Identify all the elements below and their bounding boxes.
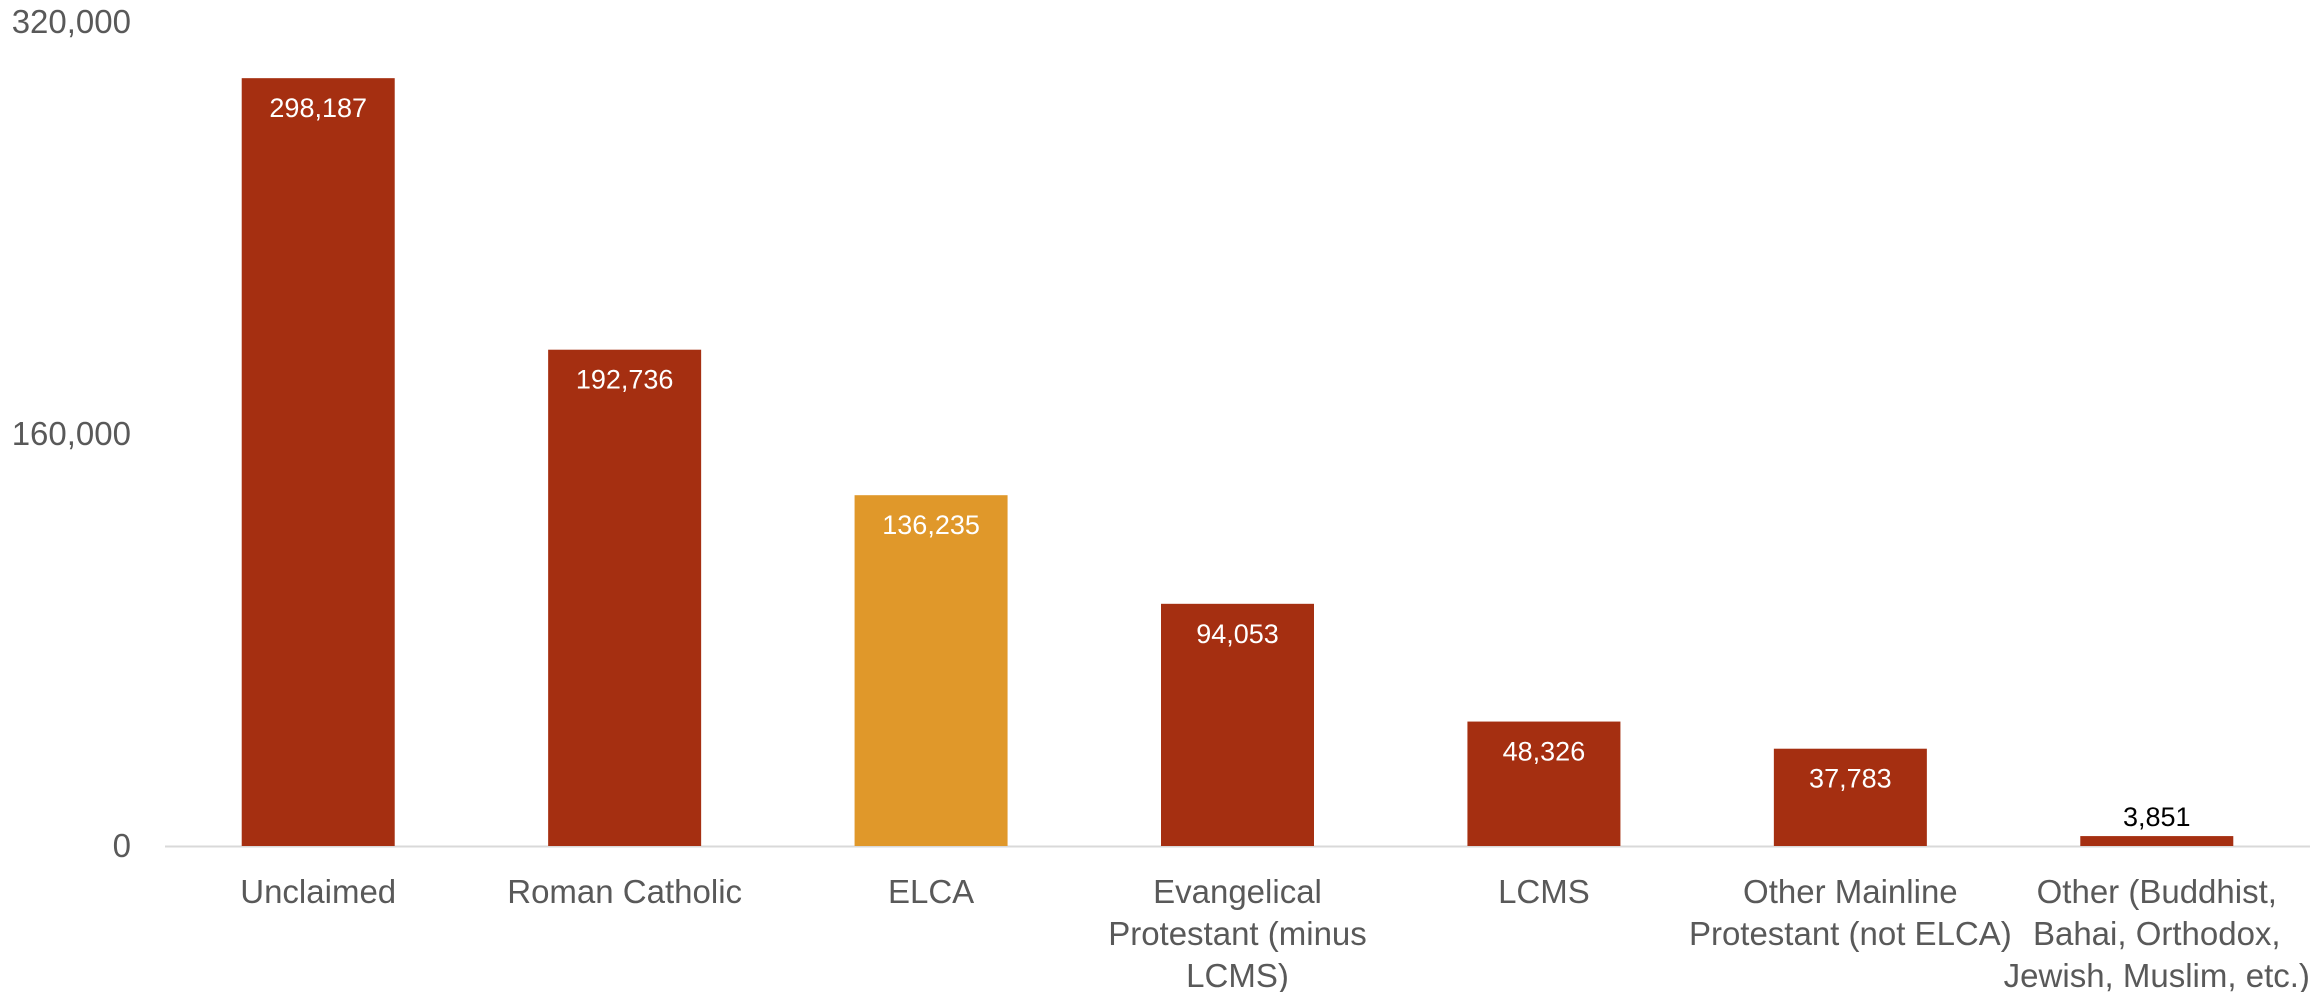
category-label-line: Bahai, Orthodox, [2033,915,2281,952]
bar [241,78,395,847]
category-label-line: ELCA [888,873,974,910]
category-label-line: Unclaimed [240,873,396,910]
data-label: 48,326 [1503,737,1586,767]
bar [1467,721,1621,846]
data-label: 192,736 [576,365,674,395]
category-label: Other (Buddhist, Bahai, Orthodox, Jewish, … [2004,873,2310,992]
category-label-line: Other (Buddhist, [2037,873,2277,910]
category-label: Unclaimed [240,873,396,910]
bar [1773,748,1927,846]
category-label-line: Protestant (minus [1108,915,1367,952]
bar [2080,836,2234,846]
data-label: 136,235 [882,510,980,540]
data-label: 3,851 [2123,802,2191,832]
category-label: LCMS [1498,873,1590,910]
data-label: 37,783 [1809,764,1892,794]
category-label: ELCA [888,873,974,910]
data-label: 298,187 [269,93,367,123]
category-label-line: LCMS [1498,873,1590,910]
bars-group [241,78,2234,847]
category-label-line: Protestant (not ELCA) [1689,915,2012,952]
y-tick-label: 0 [113,827,131,864]
category-label-line: LCMS) [1186,957,1289,992]
category-label: Evangelical Protestant (minus LCMS) [1108,873,1367,992]
data-labels-group: 298,187 192,736 136,235 94,053 48,326 37,783 3… [269,93,2190,832]
category-label: Roman Catholic [507,873,742,910]
y-tick-label: 320,000 [12,3,131,40]
bar [548,349,702,846]
category-label-line: Roman Catholic [507,873,742,910]
category-label-line: Jewish, Muslim, etc.) [2004,957,2310,992]
bar [1161,603,1314,846]
category-labels-group: Unclaimed Roman Catholic ELCA Evangelical Pr… [240,873,2310,992]
data-label: 94,053 [1196,619,1279,649]
bar [854,495,1008,846]
y-axis-ticks: 0 160,000 320,000 [12,3,131,864]
category-label-line: Other Mainline [1743,873,1958,910]
y-tick-label: 160,000 [12,415,131,452]
category-label: Other Mainline Protestant (not ELCA) [1689,873,2012,952]
category-label-line: Evangelical [1153,873,1322,910]
